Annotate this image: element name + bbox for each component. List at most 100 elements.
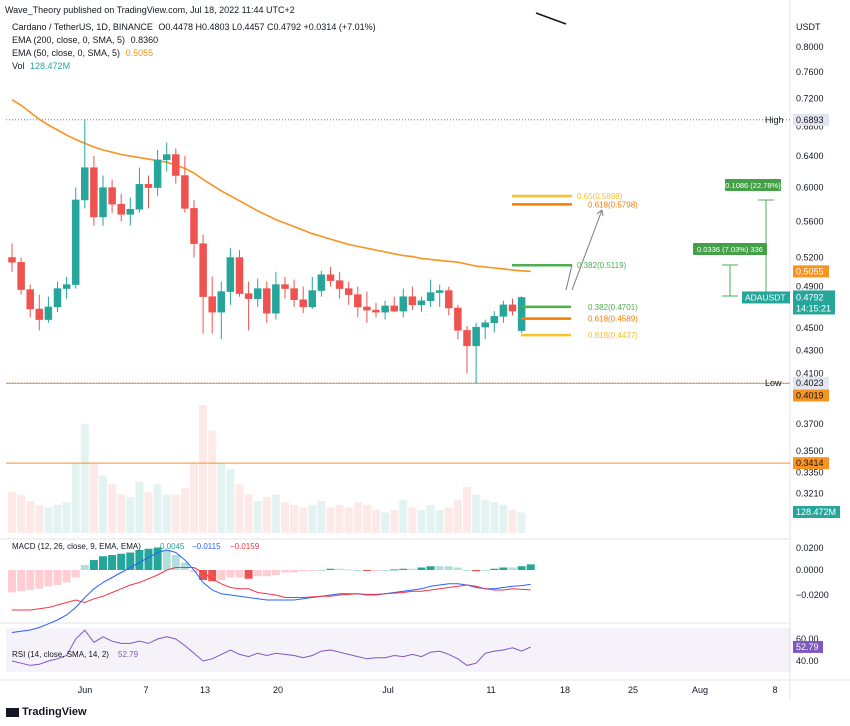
candle-body [417,300,426,306]
candle-body [144,184,153,188]
macd-value: −0.0159 [230,542,260,551]
macd-histogram-bar [290,570,299,573]
price-axis-tick: 0.3700 [796,419,824,429]
volume-bar [135,481,144,533]
volume-bar [162,494,171,533]
macd-histogram-bar [353,570,362,571]
candle-body [290,288,298,300]
rsi-current-label: 52.79 [796,642,819,652]
macd-histogram-bar [53,570,62,585]
candle-body [263,288,271,314]
macd-histogram-bar [435,566,444,570]
candle-body [17,261,25,290]
candle-body [226,257,235,292]
volume-bar [199,405,208,533]
candle-body [235,257,244,294]
fib-level-label: 0.618(0.5798) [588,200,638,209]
candle-body [372,309,380,313]
candle-body [490,316,499,324]
volume-bar [399,499,408,533]
measure-box-text: 0.1086 (22.78%) [725,181,781,190]
volume-bar [71,462,80,533]
ohlc-values: O0.4478 H0.4803 L0.4457 C0.4792 +0.0314 … [158,22,376,32]
macd-histogram-bar [89,560,98,570]
rsi-axis-tick: 60.00 [796,634,819,644]
candle-body [463,330,471,347]
price-axis-tick: 0.6000 [796,183,824,193]
candle-body [445,290,453,309]
volume-bar [8,492,16,533]
volume-bar [208,430,217,533]
volume-bar [299,507,308,533]
tradingview-logo[interactable]: TradingView [6,706,87,718]
fib-level-label: 0.618(0.4437) [588,331,638,340]
hl-axis-label: 0.4023 [796,378,824,388]
price-axis-tick: 0.6800 [796,121,824,131]
volume-legend: Vol 128.472M [12,61,70,71]
rsi-axis-tick: 40.00 [796,656,819,666]
macd-histogram-bar [417,567,426,570]
volume-bar [290,504,299,533]
price-axis-tick: 0.5600 [796,216,824,226]
macd-axis-tick: 0.0000 [796,565,824,575]
volume-bar [235,484,244,533]
fib-level-label: 0.382(0.4701) [588,303,638,312]
macd-histogram-bar [299,570,308,572]
volume-bar [180,488,189,533]
macd-histogram-bar [344,569,353,571]
price-axis-tick: 0.4100 [796,369,824,379]
ema50-value: 0.5055 [125,48,154,58]
price-axis-tick: 0.4500 [796,323,824,333]
hl-axis-label: 0.6893 [796,115,824,125]
candle-body [454,307,462,331]
candle-body [472,326,480,347]
candle-body [435,290,444,293]
time-axis-tick: Aug [692,685,708,695]
volume-bar [517,512,526,533]
volume-bar [344,507,353,533]
macd-params: MACD (12, 26, close, 9, EMA, EMA) [12,542,141,551]
volume-bar [217,462,226,533]
time-axis-tick: Jul [382,685,394,695]
candle-body [517,297,526,331]
candle-body [272,284,280,314]
symbol-tag: ADAUSDT [745,292,786,302]
orange-line-axis-label-bg [793,457,829,470]
ema50-legend: EMA (50, close, 0, SMA, 5) 0.5055 [12,48,153,58]
projection-arrow [571,209,603,291]
macd-histogram-bar [444,566,453,570]
volume-bar [117,494,126,533]
price-axis-tick: 0.3210 [796,488,824,498]
macd-histogram-bar [71,570,80,578]
macd-value: −0.0115 [192,542,221,551]
volume-bar [472,494,481,533]
ema200-line [535,12,567,25]
candle-body [281,284,289,289]
macd-histogram-bar [199,570,208,580]
candle-body [53,288,62,308]
volume-bar [80,424,89,533]
symbol-tag-bg [742,291,790,304]
hl-axis-label-bg [793,113,829,126]
volume-label: Vol [12,61,25,71]
price-axis-tick: 0.6400 [796,151,824,161]
macd-axis-tick: 0.0200 [796,543,824,553]
macd-histogram-bar [463,570,471,571]
fib-level-label: 0.65(0.5898) [577,192,623,201]
volume-axis-label: 128.472M [796,507,836,517]
macd-histogram-bar [308,570,317,571]
volume-bar [381,512,390,533]
volume-bar [444,507,453,533]
candle-body [162,154,171,161]
symbol-legend: Cardano / TetherUS, 1D, BINANCE O0.4478 … [12,22,376,32]
candle-body [326,274,335,281]
candle-body [481,322,489,328]
volume-bar [244,494,253,533]
macd-histogram-bar [162,550,171,570]
hl-axis-label-bg [793,376,829,389]
ema200-label: EMA (200, close, 0, SMA, 5) [12,35,126,45]
price-axis-tick: 0.5200 [796,253,824,263]
candle-body [81,167,89,201]
volume-bar [35,504,44,533]
